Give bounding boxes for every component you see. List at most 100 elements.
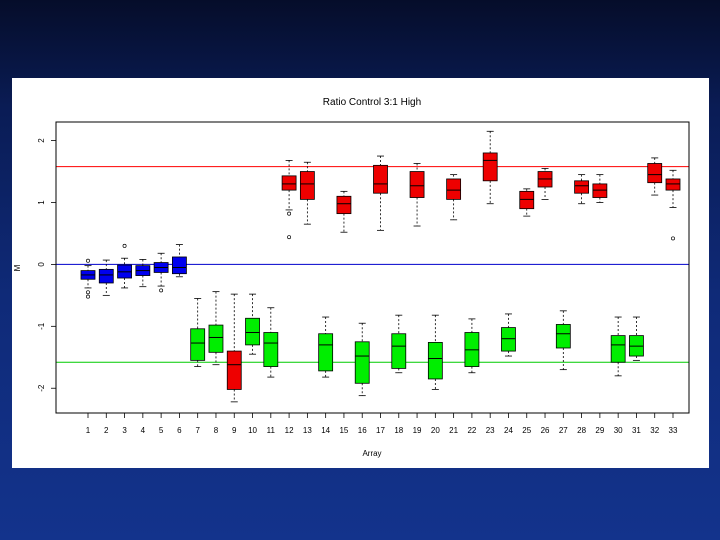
box-body [354, 341, 370, 384]
box-array-23 [482, 130, 498, 205]
boxes [80, 130, 681, 403]
outlier-point [86, 290, 90, 295]
box-body [665, 178, 681, 191]
x-axis-label: Array [362, 449, 381, 458]
x-tick-label: 11 [267, 426, 276, 435]
outlier-point [86, 294, 90, 299]
box-array-17 [373, 155, 388, 231]
box-array-31 [629, 316, 644, 361]
box-body [299, 171, 315, 200]
x-tick-label: 19 [413, 426, 422, 435]
y-tick-label: 1 [37, 200, 46, 205]
box-body [519, 190, 535, 210]
box-array-5 [153, 252, 169, 293]
x-tick-label: 26 [541, 426, 550, 435]
box-array-3 [117, 243, 132, 289]
box-array-4 [135, 259, 151, 288]
x-tick-label: 1 [86, 426, 91, 435]
box-array-14 [318, 316, 334, 378]
x-tick-label: 4 [141, 426, 146, 435]
chart-title: Ratio Control 3:1 High [323, 97, 421, 108]
x-tick-label: 17 [376, 426, 385, 435]
box-array-8 [208, 291, 224, 366]
box-array-24 [501, 313, 516, 357]
x-tick-label: 9 [232, 426, 237, 435]
x-tick-label: 16 [358, 426, 367, 435]
box-body [281, 175, 297, 191]
x-tick-label: 3 [122, 426, 127, 435]
x-tick-label: 29 [595, 426, 604, 435]
y-tick-label: -1 [37, 322, 46, 330]
box-array-32 [647, 157, 663, 196]
box-array-2 [98, 259, 114, 296]
box-body [482, 152, 498, 182]
box-body [336, 195, 352, 215]
y-tick-label: -2 [37, 384, 46, 392]
box-body [574, 180, 589, 194]
x-tick-label: 27 [559, 426, 568, 435]
box-body [446, 178, 462, 200]
outlier-point [122, 243, 127, 248]
box-body [373, 164, 388, 194]
x-tick-label: 21 [449, 426, 458, 435]
box-array-21 [446, 174, 462, 221]
box-body [263, 332, 279, 367]
box-body [190, 328, 206, 361]
box-array-22 [464, 318, 480, 374]
y-tick-label: 2 [37, 138, 46, 143]
box-body [610, 335, 626, 363]
box-body [427, 342, 443, 380]
box-array-27 [555, 310, 571, 371]
box-array-33 [665, 169, 681, 241]
box-body [592, 183, 608, 198]
outlier-point [287, 235, 292, 240]
box-body [501, 327, 516, 352]
box-array-19 [409, 163, 425, 227]
x-tick-label: 31 [632, 426, 641, 435]
box-body [172, 256, 187, 275]
outlier-point [86, 258, 90, 263]
x-tick-label: 23 [486, 426, 495, 435]
x-tick-label: 32 [650, 426, 659, 435]
box-body [647, 163, 663, 184]
x-tick-label: 15 [339, 426, 348, 435]
box-array-10 [245, 293, 260, 355]
x-tick-label: 10 [248, 426, 257, 435]
box-array-28 [574, 174, 589, 205]
box-array-1 [80, 258, 96, 299]
box-array-11 [263, 307, 279, 378]
x-tick-label: 30 [614, 426, 623, 435]
x-tick-label: 5 [159, 426, 164, 435]
y-axis: -2 -1 0 1 2 [37, 138, 56, 392]
box-array-12 [281, 159, 297, 240]
box-array-6 [172, 244, 187, 278]
box-body [555, 324, 571, 349]
y-tick-label: 0 [37, 262, 46, 267]
x-tick-label: 12 [285, 426, 294, 435]
box-array-30 [610, 316, 626, 377]
box-body [409, 171, 425, 198]
x-tick-label: 25 [522, 426, 531, 435]
x-tick-label: 20 [431, 426, 440, 435]
box-body [226, 350, 242, 390]
x-tick-label: 22 [467, 426, 476, 435]
box-array-16 [354, 322, 370, 397]
x-tick-label: 28 [577, 426, 586, 435]
x-tick-label: 24 [504, 426, 513, 435]
x-tick-label: 2 [104, 426, 109, 435]
outlier-point [287, 211, 292, 216]
x-tick-label: 18 [394, 426, 403, 435]
box-array-26 [537, 168, 553, 200]
box-array-15 [336, 190, 352, 233]
plot-frame [55, 121, 690, 414]
outlier-point [671, 236, 675, 241]
box-body [391, 333, 407, 369]
box-array-20 [427, 314, 443, 390]
box-array-18 [391, 314, 407, 374]
x-tick-label: 6 [177, 426, 182, 435]
box-array-29 [592, 174, 608, 203]
box-body [245, 317, 260, 346]
box-array-13 [299, 161, 315, 225]
